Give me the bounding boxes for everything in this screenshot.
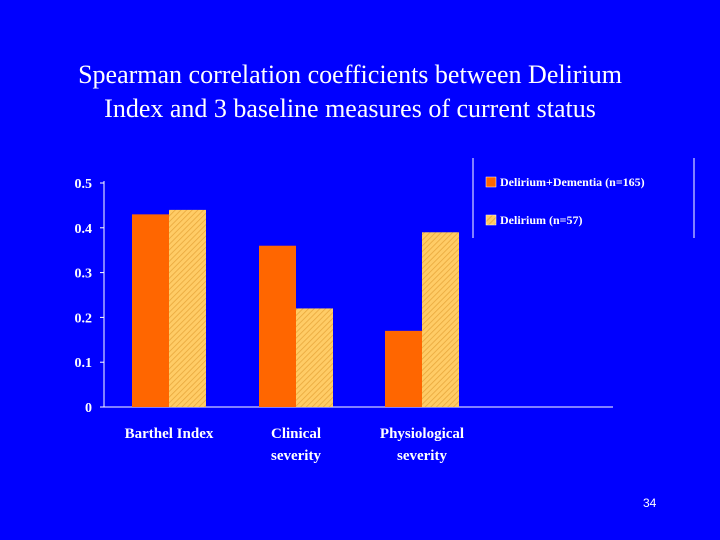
legend-swatch-2 [485, 214, 497, 226]
y-tick-label: 0 [85, 401, 92, 416]
x-tick-label: severity [397, 448, 447, 464]
y-tick-label: 0.5 [75, 177, 93, 192]
y-tick-label: 0.2 [75, 311, 93, 326]
slide-title: Spearman correlation coefficients betwee… [0, 58, 700, 126]
bar-s1-c1 [132, 214, 169, 407]
x-tick-label: Barthel Index [125, 426, 214, 442]
legend-swatch-1 [485, 176, 497, 188]
y-tick-label: 0.1 [75, 356, 93, 371]
legend-label-2: Delirium (n=57) [500, 213, 583, 227]
bar-s2-c2 [296, 308, 333, 407]
bar-s1-c2 [259, 245, 296, 407]
bar-s2-c1 [169, 209, 206, 407]
x-tick-label: Physiological [380, 426, 464, 442]
y-tick-label: 0.4 [75, 222, 93, 237]
x-tick-label: severity [271, 448, 321, 464]
legend-label-1: Delirium+Dementia (n=165) [500, 175, 645, 189]
bar-s1-c3 [385, 330, 422, 407]
slide-title-line1: Spearman correlation coefficients betwee… [78, 60, 622, 89]
y-tick-label: 0.3 [75, 267, 93, 282]
bar-s2-c3 [422, 232, 459, 407]
slide-title-line2: Index and 3 baseline measures of current… [104, 94, 596, 123]
x-tick-label: Clinical [271, 426, 321, 442]
page-number: 34 [643, 496, 657, 510]
